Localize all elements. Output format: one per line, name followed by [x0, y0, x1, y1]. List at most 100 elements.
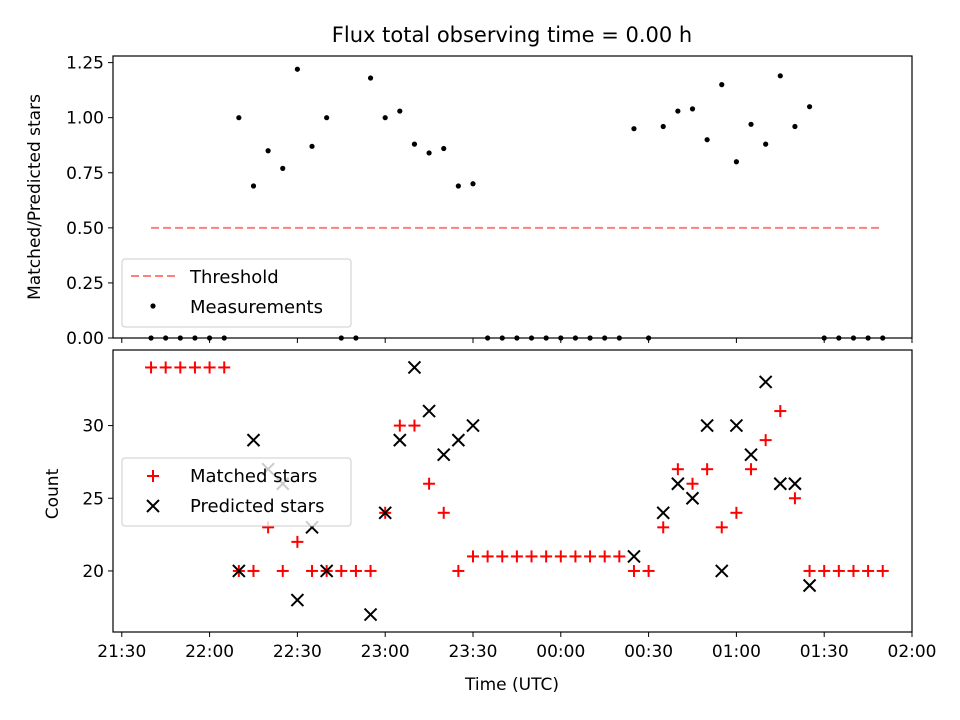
x-axis-label: Time (UTC) [464, 675, 559, 695]
measurement-point [324, 115, 330, 121]
measurement-point [280, 165, 286, 171]
matched-star-point [759, 434, 772, 447]
predicted-star-point [627, 549, 641, 564]
matched-star-point [657, 521, 670, 534]
predicted-star-point [729, 418, 744, 433]
matched-star-point [671, 463, 684, 476]
x-tick-label: 22:00 [185, 642, 234, 662]
top-y-tick-label: 0.25 [66, 274, 104, 294]
matched-star-point [145, 361, 158, 374]
measurement-point [455, 183, 461, 189]
matched-star-point [423, 477, 436, 490]
top-y-tick-label: 1.25 [66, 54, 104, 74]
matched-star-point [291, 535, 304, 548]
predicted-star-point [758, 375, 773, 389]
top-legend: Threshold Measurements [121, 258, 352, 328]
measurement-point [470, 181, 476, 187]
matched-star-point [159, 361, 172, 374]
matched-star-point [408, 419, 421, 432]
measurement-point [733, 159, 739, 165]
legend-predicted-label: Predicted stars [190, 496, 324, 517]
x-tick-label: 23:00 [361, 642, 410, 662]
matched-star-point [188, 361, 201, 374]
predicted-star-point [422, 404, 436, 418]
legend-threshold-label: Threshold [189, 267, 279, 288]
measurement-point [748, 121, 754, 127]
bottom-y-tick-label: 25 [82, 489, 104, 509]
matched-star-point [276, 564, 289, 577]
matched-star-point [466, 550, 479, 563]
top-y-tick-label: 0.50 [66, 219, 104, 239]
predicted-star-point [700, 418, 714, 433]
top-y-tick-label: 0.75 [66, 164, 104, 184]
matched-star-point [803, 564, 816, 577]
matched-star-point [306, 564, 319, 577]
predicted-star-point [393, 433, 407, 447]
matched-star-point [613, 550, 626, 563]
measurement-point [250, 183, 257, 189]
matched-star-point [349, 564, 362, 577]
measurement-point [426, 150, 432, 156]
measurement-point [236, 115, 242, 121]
measurement-point [763, 141, 769, 147]
matched-star-point [393, 419, 406, 432]
matched-star-point [715, 521, 728, 534]
measurement-point [660, 123, 666, 130]
top-legend-box [121, 258, 352, 328]
matched-star-point [203, 361, 216, 374]
x-tick-label: 00:00 [536, 642, 585, 662]
predicted-star-point [715, 564, 729, 578]
matched-star-point [876, 564, 889, 577]
matched-star-point [686, 477, 699, 490]
predicted-star-point [671, 477, 685, 491]
matched-star-point [774, 405, 787, 418]
predicted-star-point [773, 477, 788, 491]
measurement-point [704, 137, 710, 143]
matched-star-point [437, 506, 450, 519]
measurement-point [397, 108, 403, 114]
matched-star-point [554, 550, 567, 563]
predicted-star-point [685, 491, 700, 505]
matched-star-point [569, 550, 582, 563]
bottom-legend: Matched stars Predicted stars [121, 457, 352, 527]
matched-star-point [847, 564, 860, 577]
measurement-point [806, 104, 813, 110]
measurement-point [309, 143, 315, 149]
matched-star-point [364, 564, 377, 577]
predicted-star-point [656, 506, 670, 520]
x-tick-label: 02:00 [888, 642, 937, 662]
matched-star-point [642, 564, 655, 577]
x-tick-label: 23:30 [448, 642, 497, 662]
bottom-plot-area: 21:30 22:00 22:30 23:00 23:30 00:00 00:30 01:00… [82, 360, 937, 662]
predicted-star-point [802, 578, 817, 593]
measurement-point [411, 141, 418, 147]
predicted-star-point [437, 447, 451, 462]
predicted-star-point [378, 506, 392, 520]
measurement-point [382, 115, 388, 121]
measurement-point [631, 126, 637, 132]
matched-star-point [335, 564, 348, 577]
measurement-point [367, 75, 374, 81]
predicted-star-point [319, 564, 334, 578]
x-tick-label: 01:30 [800, 642, 849, 662]
predicted-star-point [788, 477, 802, 491]
legend-measurements-label: Measurements [190, 297, 323, 318]
matched-star-point [481, 550, 494, 563]
x-tick-label: 00:30 [624, 642, 673, 662]
matched-star-point [452, 564, 465, 577]
matched-star-point [627, 564, 640, 577]
measurement-point [777, 73, 783, 79]
matched-star-point [525, 550, 538, 563]
matched-star-point [496, 550, 509, 563]
matched-star-point [174, 361, 187, 374]
matched-star-point [745, 463, 758, 476]
x-tick-label: 22:30 [273, 642, 322, 662]
legend-predicted-swatch [146, 499, 160, 513]
top-axes-frame [112, 55, 913, 339]
measurement-point [294, 66, 300, 72]
matched-star-point [598, 550, 611, 563]
predicted-star-point [363, 607, 378, 622]
matched-star-point [218, 361, 231, 374]
matched-star-point [832, 564, 845, 577]
